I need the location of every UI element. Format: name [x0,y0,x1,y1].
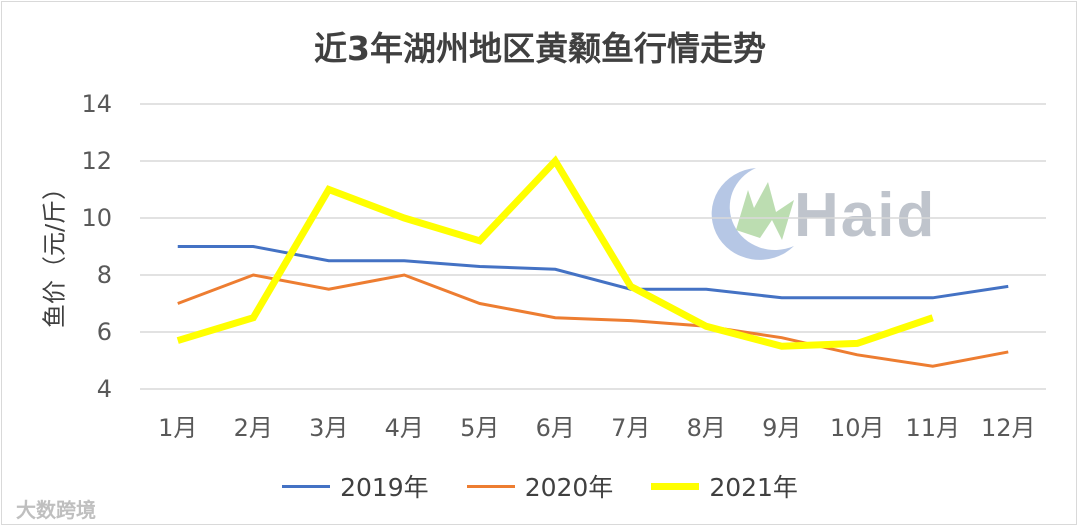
x-tick-label: 12月 [981,414,1036,442]
series-line-2020年 [177,273,1009,368]
x-tick-label: 11月 [905,414,960,442]
series-lines [176,155,1009,368]
x-tick-label: 5月 [460,414,499,442]
x-tick-label: 8月 [687,414,726,442]
x-tick-label: 3月 [309,414,348,442]
haid-logo-mark [711,168,794,260]
y-tick-label: 14 [81,90,112,118]
y-tick-labels: 4 6 8 10 12 14 [81,90,112,403]
y-tick-label: 6 [97,318,112,346]
series-line-2021年 [176,155,934,350]
haid-logo: Haid [686,160,996,260]
legend-label-2021: 2021年 [709,473,798,502]
chart-title: 近3年湖州地区黄颡鱼行情走势 [314,29,766,68]
x-tick-labels: 1月 2月 3月 4月 5月 6月 7月 8月 9月 10月 11月 12月 [158,414,1035,442]
x-tick-label: 7月 [611,414,650,442]
legend-label-2020: 2020年 [524,473,614,502]
x-tick-label: 1月 [158,414,197,442]
x-tick-label: 10月 [830,414,885,442]
legend-swatch-2019 [282,484,331,488]
legend-item-2020: 2020年 [466,468,614,504]
grid-lines [140,103,1046,390]
x-tick-label: 6月 [536,414,575,442]
legend-item-2021: 2021年 [651,468,798,504]
series-line-2019年 [177,245,1009,300]
legend: 2019年 2020年 2021年 [0,468,1080,504]
y-tick-label: 8 [97,261,112,289]
legend-item-2019: 2019年 [282,468,429,504]
legend-swatch-2020 [466,484,515,488]
legend-swatch-2021 [651,482,700,490]
logo-text: Haid [794,181,937,250]
x-tick-label: 4月 [385,414,424,442]
y-tick-label: 10 [81,204,112,232]
y-tick-label: 12 [81,147,112,175]
watermark: 大数跨境 [16,498,96,522]
y-tick-label: 4 [97,375,112,403]
x-tick-label: 2月 [234,414,273,442]
legend-label-2019: 2019年 [340,473,429,502]
x-tick-label: 9月 [762,414,801,442]
